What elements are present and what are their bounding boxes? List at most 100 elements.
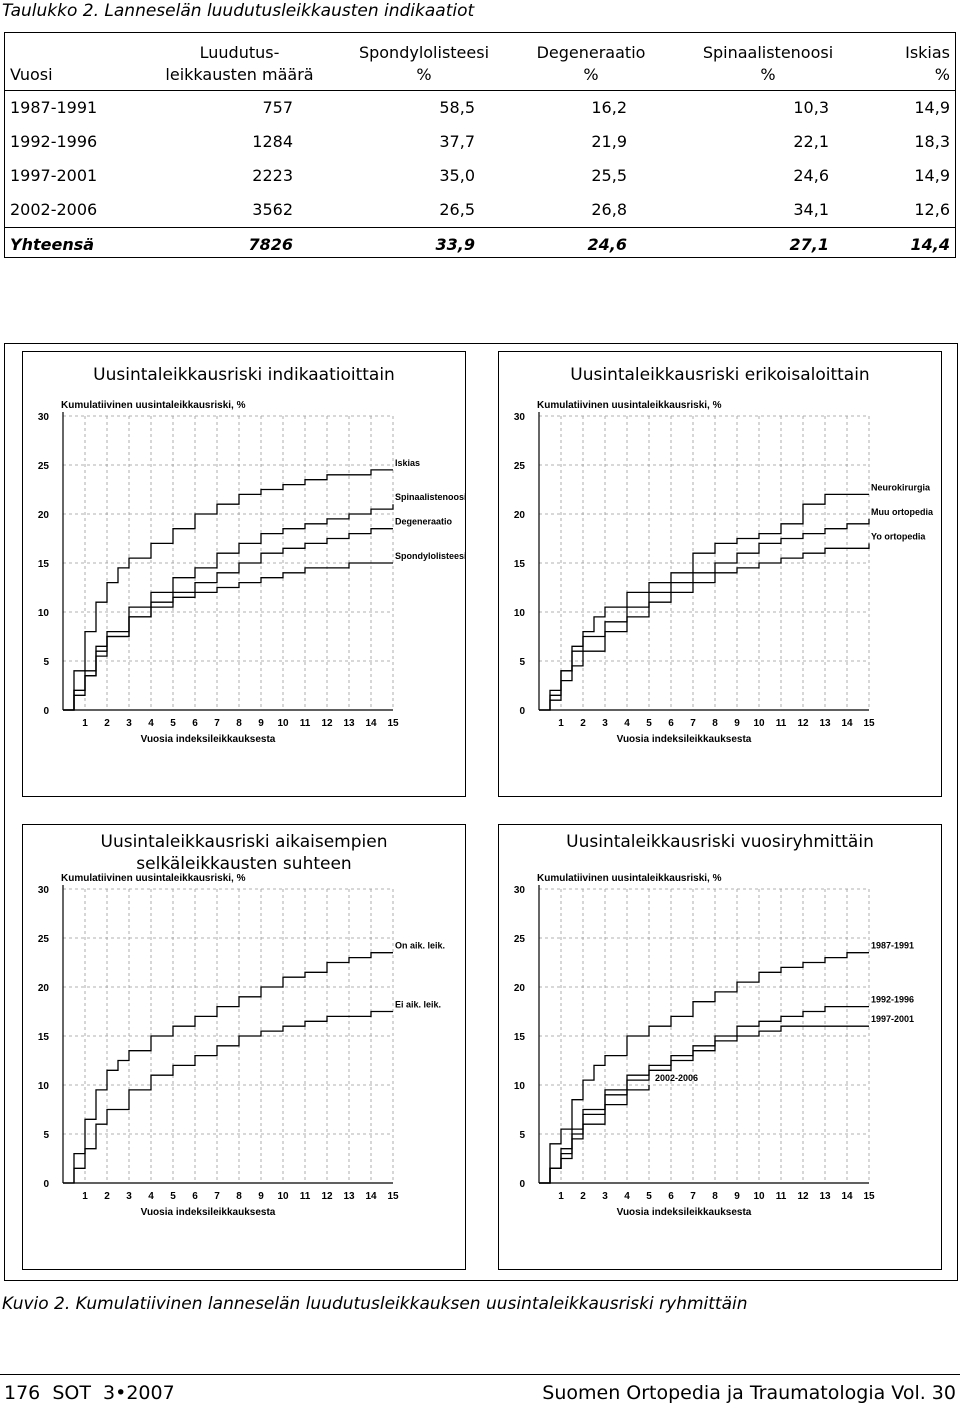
y-axis-label: Kumulatiivinen uusintaleikkausriski, % [537, 873, 722, 884]
table-cell: 22,1 [793, 132, 829, 151]
x-tick-label: 3 [602, 1191, 608, 1202]
x-tick-label: 5 [170, 1191, 176, 1202]
table-header-row: Vuosi Luudutus- leikkausten määrä Spondy… [4, 32, 956, 90]
x-tick-label: 5 [170, 718, 176, 729]
footer-journal: Suomen Ortopedia ja Traumatologia Vol. 3… [542, 1382, 956, 1404]
x-axis-label: Vuosia indeksileikkauksesta [141, 1207, 276, 1218]
header-maara: Luudutus- leikkausten määrä [165, 42, 314, 84]
y-axis-label: Kumulatiivinen uusintaleikkausriski, % [537, 400, 722, 411]
x-tick-label: 15 [387, 718, 399, 729]
table-cell: 27,1 [667, 226, 869, 262]
series-label: Yo ortopedia [871, 531, 926, 541]
header-iskias: Iskias % [905, 42, 950, 84]
series-line [539, 1085, 650, 1184]
x-tick-label: 8 [712, 1191, 718, 1202]
y-tick-label: 20 [38, 983, 50, 994]
x-tick-label: 6 [192, 1191, 198, 1202]
y-tick-label: 25 [38, 934, 50, 945]
chart-panel-specialties: Uusintaleikkausriski erikoisaloittain Ku… [498, 351, 942, 797]
chart-title: Uusintaleikkausriski erikoisaloittain [570, 365, 870, 385]
y-tick-label: 10 [38, 1081, 50, 1092]
x-tick-label: 7 [690, 1191, 696, 1202]
x-tick-label: 4 [148, 718, 154, 729]
x-tick-label: 10 [753, 1191, 765, 1202]
table-cell: 35,0 [439, 166, 475, 185]
y-tick-label: 20 [514, 983, 526, 994]
y-axis-label: Kumulatiivinen uusintaleikkausriski, % [61, 400, 246, 411]
series-label: 1992-1996 [871, 995, 914, 1005]
table-cell: 16,2 [591, 98, 627, 117]
table-cell: 2002-2006 [10, 200, 98, 219]
x-tick-label: 14 [365, 1191, 377, 1202]
table-cell: 14,9 [914, 166, 950, 185]
series-label: 2002-2006 [655, 1073, 698, 1083]
x-tick-label: 11 [300, 718, 311, 729]
table-cell: 58,5 [439, 98, 475, 117]
x-tick-label: 9 [258, 1191, 264, 1202]
table-cell: 26,5 [439, 200, 475, 219]
y-tick-label: 30 [38, 412, 50, 423]
table-row: 1987-1991 757 58,5 16,2 10,3 14,9 [4, 90, 956, 125]
table-cell: 37,7 [439, 132, 475, 151]
x-tick-label: 8 [236, 718, 242, 729]
x-tick-label: 9 [258, 718, 264, 729]
series-label: Muu ortopedia [871, 507, 934, 517]
table-cell: 25,5 [591, 166, 627, 185]
x-tick-label: 2 [104, 1191, 110, 1202]
table-cell: 1992-1996 [10, 132, 98, 151]
series-line [63, 469, 393, 711]
table-row: 2002-2006 3562 26,5 26,8 34,1 12,6 [4, 193, 956, 228]
x-tick-label: 12 [797, 718, 809, 729]
table-cell: 24,6 [515, 226, 667, 262]
x-axis-label: Vuosia indeksileikkauksesta [617, 734, 752, 745]
x-tick-label: 13 [343, 1191, 355, 1202]
table-cell: 14,9 [914, 98, 950, 117]
y-tick-label: 0 [519, 706, 525, 717]
table-cell: 21,9 [591, 132, 627, 151]
table-cell: 26,8 [591, 200, 627, 219]
series-line [63, 952, 393, 1184]
series-label: Degeneraatio [395, 517, 453, 527]
table-cell: 18,3 [914, 132, 950, 151]
y-tick-label: 15 [38, 559, 50, 570]
x-tick-label: 3 [126, 718, 132, 729]
y-tick-label: 30 [38, 885, 50, 896]
x-tick-label: 8 [712, 718, 718, 729]
series-line [539, 493, 869, 711]
header-vuosi: Vuosi [10, 64, 53, 84]
table-cell: 757 [262, 98, 293, 117]
chart-previous-surgery: Kumulatiivinen uusintaleikkausriski, % 0 5… [38, 873, 445, 1218]
table-cell: 1284 [252, 132, 293, 151]
x-tick-label: 12 [797, 1191, 809, 1202]
table-row: 1992-1996 1284 37,7 21,9 22,1 18,3 [4, 125, 956, 159]
y-tick-label: 25 [38, 461, 50, 472]
x-tick-label: 9 [734, 718, 740, 729]
x-axis-label: Vuosia indeksileikkauksesta [617, 1207, 752, 1218]
x-tick-label: 4 [148, 1191, 154, 1202]
chart-panel-previous-surgery: Uusintaleikkausriski aikaisempien selkäl… [22, 824, 466, 1270]
y-tick-label: 20 [514, 510, 526, 521]
chart-year-groups: Kumulatiivinen uusintaleikkausriski, % 0 5… [514, 873, 914, 1218]
x-tick-label: 15 [387, 1191, 399, 1202]
header-spondylolisteesi: Spondylolisteesi % [358, 42, 490, 84]
table-cell: 12,6 [914, 200, 950, 219]
y-tick-label: 15 [38, 1032, 50, 1043]
x-tick-label: 7 [214, 1191, 220, 1202]
footer-rule [0, 1374, 960, 1375]
x-tick-label: 11 [776, 718, 787, 729]
table-cell: 34,1 [793, 200, 829, 219]
x-tick-label: 13 [819, 718, 831, 729]
series-line [539, 1005, 869, 1184]
y-tick-label: 10 [514, 608, 526, 619]
table-cell: 7826 [146, 226, 333, 262]
x-axis-label: Vuosia indeksileikkauksesta [141, 734, 276, 745]
table-row: 1997-2001 2223 35,0 25,5 24,6 14,9 [4, 159, 956, 193]
chart-panel-indications: Uusintaleikkausriski indikaatioittain Ku… [22, 351, 467, 797]
series-line [539, 952, 869, 1184]
x-tick-label: 8 [236, 1191, 242, 1202]
x-tick-label: 15 [863, 1191, 875, 1202]
y-tick-label: 5 [43, 1130, 49, 1141]
chart-specialties: Kumulatiivinen uusintaleikkausriski, % 0 5… [514, 400, 934, 745]
x-tick-label: 13 [819, 1191, 831, 1202]
table-cell: Yhteensä [4, 226, 146, 262]
